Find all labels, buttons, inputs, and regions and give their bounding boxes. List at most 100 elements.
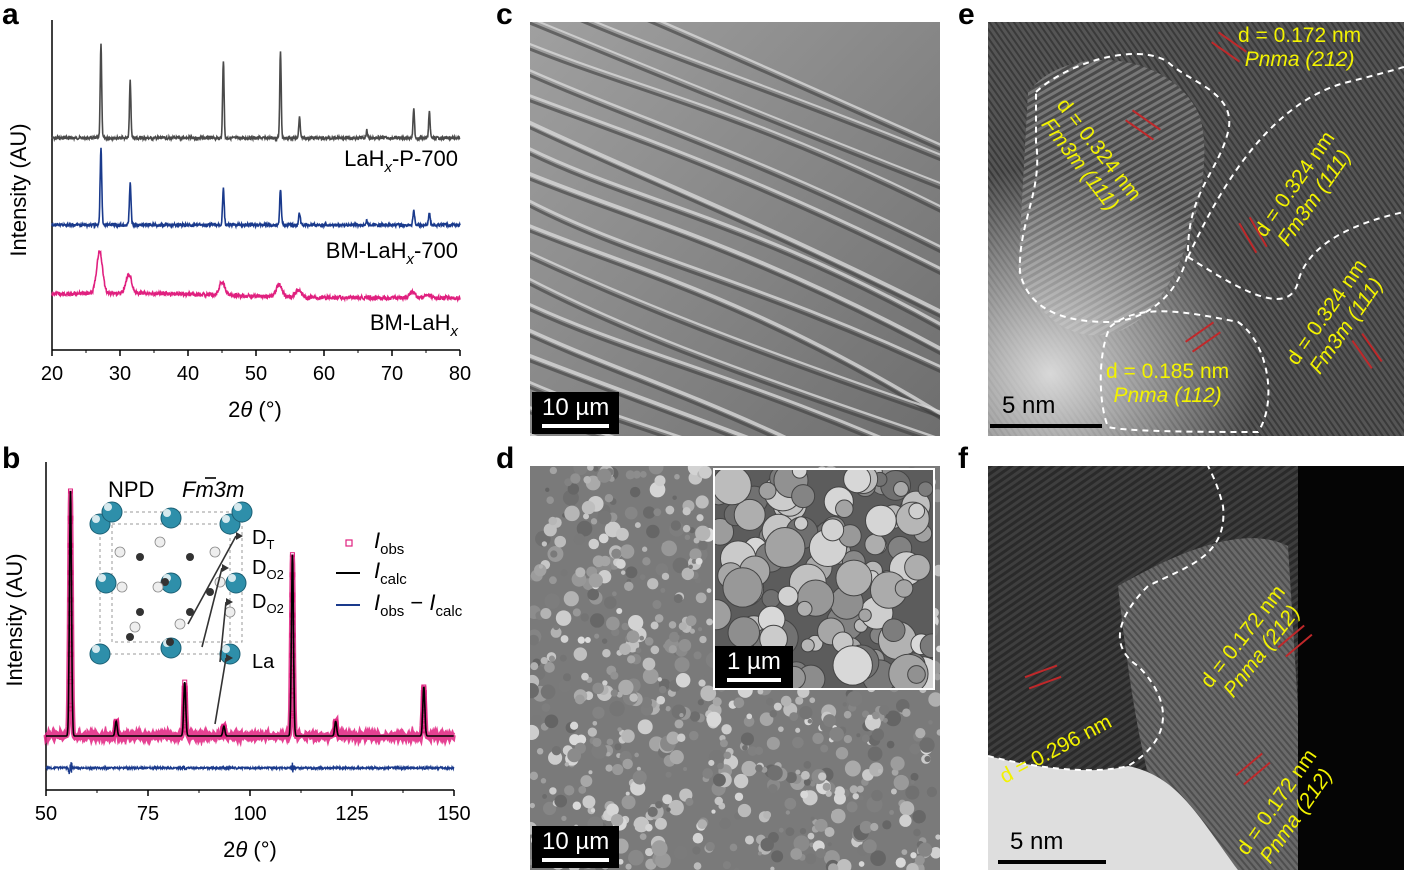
particle: [829, 726, 844, 742]
particle: [629, 693, 638, 702]
sem-inset-d: 1 µm: [713, 468, 935, 690]
particle: [688, 564, 693, 570]
particle: [936, 729, 940, 736]
particle: [844, 760, 861, 777]
particle: [632, 470, 641, 479]
layer-shadow: [530, 307, 870, 436]
particle: [846, 801, 858, 813]
particle: [803, 760, 812, 769]
particle: [662, 794, 673, 805]
inset-particle: [796, 600, 813, 617]
npd-observed-marker: [67, 580, 73, 586]
particle: [618, 679, 634, 696]
particle: [591, 743, 608, 759]
la-atom-highlight: [228, 574, 236, 582]
xrd-series-label: BM-LaHx-700: [326, 238, 458, 268]
inset-arrow: [187, 535, 237, 625]
particle: [550, 550, 558, 558]
particle: [689, 628, 696, 634]
particle: [612, 763, 624, 776]
particle: [545, 487, 550, 493]
particle: [601, 638, 608, 644]
particle: [815, 848, 826, 859]
particle: [541, 541, 548, 547]
particle: [614, 743, 622, 751]
inset-particle: [843, 470, 872, 494]
xrd-x-axis-label: 2θ (°): [228, 397, 282, 422]
particle: [590, 613, 605, 628]
particle: [713, 773, 726, 787]
particle: [530, 724, 540, 741]
particle: [899, 801, 915, 816]
particle: [640, 471, 647, 478]
particle: [766, 736, 780, 750]
do-atom: [116, 581, 128, 593]
particle: [694, 577, 701, 584]
particle: [820, 744, 829, 753]
particle: [560, 635, 569, 643]
particle: [935, 834, 940, 840]
particle: [625, 791, 630, 796]
layer-shadow: [530, 22, 940, 190]
particle: [688, 527, 696, 534]
x-tick-label: 70: [381, 363, 403, 385]
particle: [696, 514, 704, 522]
particle: [877, 769, 882, 774]
inset-particle: [715, 518, 735, 546]
inset-particle: [908, 502, 926, 520]
particle: [669, 749, 684, 765]
particle: [549, 787, 557, 795]
particle: [593, 466, 599, 472]
particle: [924, 755, 931, 763]
layer-edge: [530, 120, 940, 314]
particle: [624, 581, 634, 592]
particle: [761, 766, 768, 773]
do-atom: [152, 581, 164, 593]
particle: [576, 520, 593, 537]
particle: [795, 696, 804, 705]
panel-letter-d: d: [496, 442, 515, 475]
particle: [606, 752, 611, 757]
particle: [592, 555, 605, 568]
scalebar-c: 10 µm: [532, 392, 620, 434]
layer-edge: [530, 69, 940, 248]
particle: [849, 785, 858, 794]
npd-observed-marker: [289, 642, 295, 648]
particle: [697, 627, 703, 632]
particle: [626, 824, 635, 833]
particle: [657, 677, 662, 682]
npd-title-right: Fm3m: [182, 477, 244, 502]
particle: [573, 647, 588, 661]
particle: [592, 720, 598, 726]
particle: [615, 527, 629, 541]
particle: [740, 732, 755, 746]
particle: [621, 795, 636, 810]
particle: [720, 739, 728, 748]
particle: [670, 520, 681, 531]
dt-atom: [186, 553, 194, 561]
particle: [582, 795, 596, 809]
particle: [626, 630, 640, 644]
particle: [550, 626, 562, 638]
layer-shadow: [530, 204, 940, 374]
particle: [609, 700, 625, 717]
particle: [530, 771, 539, 781]
sem-layered-texture: [530, 22, 940, 436]
layer-edge: [659, 22, 940, 146]
layer-edge: [530, 328, 787, 436]
particle: [583, 513, 590, 520]
inset-arrow: [214, 657, 227, 725]
dt-atom: [136, 553, 144, 561]
particle: [800, 790, 809, 799]
particle: [530, 662, 539, 671]
la-atom-highlight: [163, 509, 171, 517]
particle: [641, 696, 653, 708]
dt-atom: [186, 608, 194, 616]
particle: [648, 466, 664, 475]
npd-series-group: [43, 488, 456, 775]
particle: [809, 781, 816, 787]
particle: [635, 647, 642, 654]
xrd-series-line: [51, 250, 461, 303]
inset-label: DO2: [252, 557, 284, 582]
particle: [805, 853, 817, 865]
